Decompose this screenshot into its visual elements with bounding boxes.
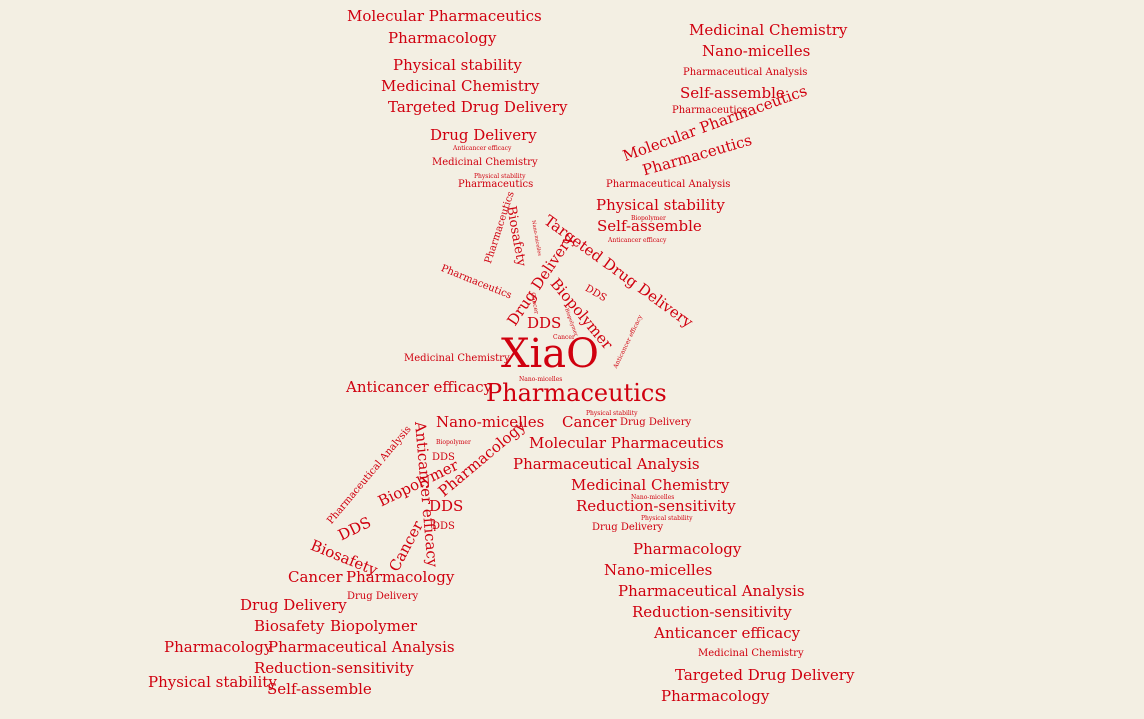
word: Cancer [385,517,427,575]
word: Anticancer efficacy [453,145,512,152]
word: Self-assemble [680,84,785,102]
word: Physical stability [474,173,526,180]
word: Physical stability [586,410,638,417]
word: Biopolymer [631,215,666,222]
word: Medicinal Chemistry [571,476,730,494]
word: Self-assemble [267,680,372,698]
word: Nano-micelles [702,42,811,60]
word: Nano-micelles [436,413,545,431]
word: Nano-micelles [604,561,713,579]
word: Anticancer efficacy [654,624,801,642]
word: Reduction-sensitivity [576,497,736,515]
word: Physical stability [641,515,693,522]
word: Drug Delivery [620,417,692,428]
word: Pharmaceutical Analysis [513,455,700,473]
word: Physical stability [596,196,725,214]
subtitle-word: Pharmaceutics [486,379,667,407]
word: Biosafety [503,204,529,268]
word: Pharmaceutics [439,263,514,302]
word: Pharmaceutical Analysis [618,582,805,600]
word: Physical stability [148,673,277,691]
word: Pharmacology [164,638,273,656]
word: Cancer [553,334,575,341]
word: Nano-micelles [519,376,563,383]
word: Molecular Pharmaceutics [347,7,542,25]
title-word: XiaO [501,331,599,377]
word: Pharmacology [346,568,455,586]
word: Pharmaceutical Analysis [325,424,414,527]
word: Medicinal Chemistry [689,21,848,39]
word: Reduction-sensitivity [254,659,414,677]
word: Medicinal Chemistry [432,157,538,168]
word: Drug Delivery [592,522,664,533]
word: Drug Delivery [347,591,419,602]
word: Medicinal Chemistry [381,77,540,95]
word: Molecular Pharmaceutics [529,434,724,452]
word: Pharmaceutics [672,105,748,116]
word: DDS [335,513,374,545]
word: Pharmaceutical Analysis [268,638,455,656]
word: Targeted Drug Delivery [675,666,855,684]
word: Biopolymer [330,617,418,635]
word: Medicinal Chemistry [404,353,510,364]
word: Drug Delivery [430,126,537,144]
word: Targeted Drug Delivery [388,98,568,116]
word: DDS [527,314,562,332]
word: Pharmacology [388,29,497,47]
word: Self-assemble [597,217,702,235]
word: Reduction-sensitivity [632,603,792,621]
word: Medicinal Chemistry [698,648,804,659]
word: Pharmacology [661,687,770,705]
word: DDS [429,497,464,515]
word: Drug Delivery [240,596,347,614]
word: Pharmaceutics [458,179,534,190]
word: Physical stability [393,56,522,74]
word: Anticancer efficacy [346,378,493,396]
word: Pharmaceutical Analysis [683,67,808,78]
word: Biopolymer [436,439,471,446]
word: Nano-micelles [631,494,675,501]
word: Anticancer efficacy [612,314,645,370]
word: Anticancer efficacy [608,237,667,244]
word: Biosafety [254,617,325,635]
word: Cancer [562,413,617,431]
word: Pharmaceutical Analysis [606,179,731,190]
word: DDS [432,452,455,463]
word: Pharmacology [633,540,742,558]
word: Cancer [288,568,343,586]
word: DDS [432,521,455,532]
word: DDS [583,283,609,305]
